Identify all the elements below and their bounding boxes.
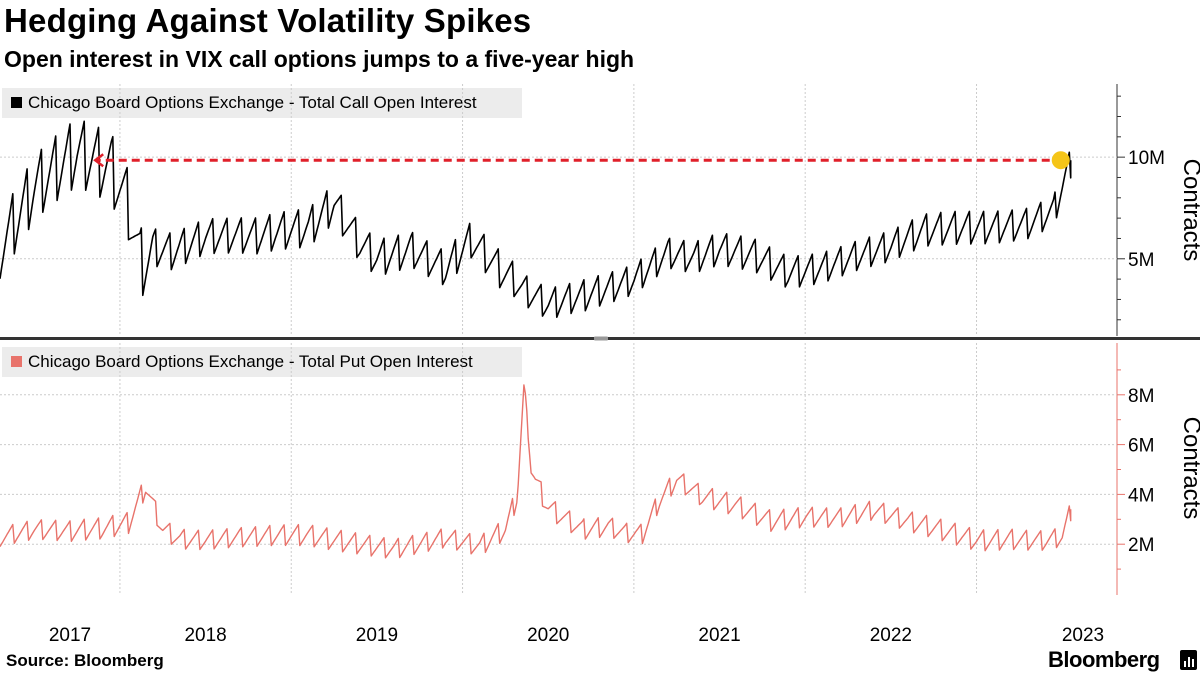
x-tick-label-2022: 2022 <box>870 625 912 646</box>
bloomberg-logo: Bloomberg <box>1048 647 1160 672</box>
panel-resize-handle[interactable] <box>594 336 608 341</box>
legend-put-box <box>2 347 522 377</box>
x-tick-label-2017: 2017 <box>49 625 91 646</box>
annotation-arrowhead <box>93 153 104 168</box>
legend-call-label: Chicago Board Options Exchange - Total C… <box>28 93 477 112</box>
chart-subtitle: Open interest in VIX call options jumps … <box>4 46 635 72</box>
put-y-tick-label: 8M <box>1128 386 1154 407</box>
call-series-line <box>0 120 1072 318</box>
bloomberg-terminal-icon <box>1180 650 1197 670</box>
legend-put-label: Chicago Board Options Exchange - Total P… <box>28 352 473 371</box>
call-y-axis-title: Contracts <box>1178 159 1200 262</box>
legend-call-box <box>2 88 522 118</box>
legend-put-swatch <box>11 356 22 367</box>
put-y-tick-label: 4M <box>1128 485 1154 506</box>
highlight-point <box>1051 151 1070 170</box>
call-y-tick-label: 5M <box>1128 250 1154 271</box>
source-note: Source: Bloomberg <box>6 651 164 670</box>
put-y-axis-title: Contracts <box>1178 417 1200 520</box>
legend-call-swatch <box>11 97 22 108</box>
x-tick-label-2018: 2018 <box>184 625 226 646</box>
put-y-tick-label: 2M <box>1128 535 1154 556</box>
put-y-tick-label: 6M <box>1128 436 1154 457</box>
x-tick-label-2019: 2019 <box>356 625 398 646</box>
x-tick-label-2020: 2020 <box>527 625 569 646</box>
put-series-line <box>0 384 1072 559</box>
x-tick-label-2021: 2021 <box>698 625 740 646</box>
x-tick-label-2023: 2023 <box>1062 625 1104 646</box>
chart-title: Hedging Against Volatility Spikes <box>4 2 532 39</box>
call-y-tick-label: 10M <box>1128 148 1165 169</box>
